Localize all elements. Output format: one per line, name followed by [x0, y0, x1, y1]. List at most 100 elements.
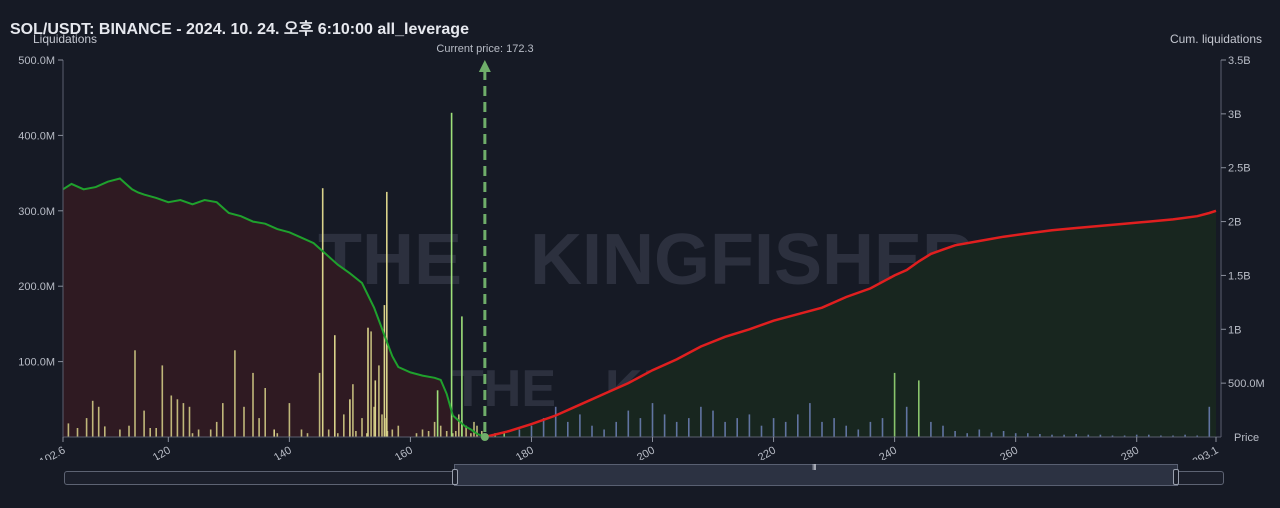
short-liquidation-bar[interactable] — [355, 431, 357, 437]
long-liquidation-bar[interactable] — [712, 410, 714, 437]
long-liquidation-bar[interactable] — [1027, 433, 1029, 437]
liquidation-chart[interactable]: THE KINGFISHER .io THE KINGFISHER .io 10… — [0, 0, 1280, 460]
short-liquidation-bar[interactable] — [243, 406, 245, 437]
long-liquidation-bar[interactable] — [893, 372, 896, 437]
long-liquidation-bar[interactable] — [663, 414, 666, 437]
long-liquidation-bar[interactable] — [833, 418, 835, 437]
long-liquidation-bar[interactable] — [930, 421, 932, 437]
short-liquidation-bar[interactable] — [215, 421, 218, 437]
long-liquidation-bar[interactable] — [784, 421, 787, 437]
short-liquidation-bar[interactable] — [119, 429, 121, 438]
short-liquidation-bar[interactable] — [361, 418, 363, 437]
short-liquidation-bar[interactable] — [128, 425, 130, 437]
short-liquidation-bar[interactable] — [481, 431, 483, 437]
long-liquidation-bar[interactable] — [554, 406, 557, 437]
short-liquidation-bar[interactable] — [473, 421, 475, 437]
short-liquidation-bar[interactable] — [327, 429, 330, 438]
long-liquidation-bar[interactable] — [1099, 434, 1102, 437]
short-liquidation-bar[interactable] — [197, 429, 200, 438]
short-liquidation-bar[interactable] — [318, 372, 321, 437]
long-liquidation-bar[interactable] — [700, 406, 702, 437]
long-liquidation-bar[interactable] — [1087, 434, 1090, 437]
long-liquidation-bar[interactable] — [675, 421, 678, 437]
tall-liquidation-bar[interactable] — [367, 327, 369, 437]
short-liquidation-bar[interactable] — [433, 421, 436, 437]
short-liquidation-bar[interactable] — [104, 426, 106, 437]
long-liquidation-bar[interactable] — [990, 432, 993, 438]
long-liquidation-bar[interactable] — [1135, 434, 1138, 437]
short-liquidation-bar[interactable] — [343, 414, 345, 437]
short-liquidation-bar[interactable] — [234, 350, 236, 437]
long-liquidation-bar[interactable] — [530, 425, 533, 437]
range-handle-left[interactable] — [452, 469, 458, 485]
short-liquidation-bar[interactable] — [76, 428, 79, 437]
range-handle-right[interactable] — [1173, 469, 1179, 485]
short-liquidation-bar[interactable] — [455, 431, 457, 437]
short-liquidation-bar[interactable] — [91, 400, 94, 437]
short-liquidation-bar[interactable] — [170, 395, 173, 438]
tall-liquidation-bar[interactable] — [450, 112, 453, 438]
long-liquidation-bar[interactable] — [591, 425, 593, 437]
short-liquidation-bar[interactable] — [452, 433, 454, 437]
short-liquidation-bar[interactable] — [288, 403, 291, 437]
short-liquidation-bar[interactable] — [85, 418, 88, 437]
long-liquidation-bar[interactable] — [1160, 435, 1162, 438]
short-liquidation-bar[interactable] — [149, 428, 151, 437]
long-liquidation-bar[interactable] — [869, 421, 872, 437]
long-liquidation-bar[interactable] — [918, 380, 920, 437]
range-grip-icon[interactable]: III — [812, 463, 817, 472]
tall-liquidation-bar[interactable] — [321, 188, 324, 437]
long-liquidation-bar[interactable] — [736, 418, 738, 437]
short-liquidation-bar[interactable] — [182, 403, 185, 437]
long-liquidation-bar[interactable] — [688, 418, 690, 437]
range-selection[interactable] — [454, 464, 1178, 486]
long-liquidation-bar[interactable] — [978, 429, 981, 438]
long-liquidation-bar[interactable] — [748, 414, 751, 437]
short-liquidation-bar[interactable] — [300, 429, 303, 438]
long-liquidation-bar[interactable] — [567, 421, 569, 437]
short-liquidation-bar[interactable] — [258, 418, 260, 437]
short-liquidation-bar[interactable] — [306, 433, 309, 437]
short-liquidation-bar[interactable] — [155, 428, 157, 437]
long-liquidation-bar[interactable] — [651, 403, 654, 437]
short-liquidation-bar[interactable] — [378, 365, 380, 437]
tall-liquidation-bar[interactable] — [386, 191, 388, 437]
short-liquidation-bar[interactable] — [415, 433, 418, 437]
short-liquidation-bar[interactable] — [373, 406, 375, 437]
short-liquidation-bar[interactable] — [276, 433, 279, 437]
short-liquidation-bar[interactable] — [381, 414, 383, 437]
long-liquidation-bar[interactable] — [1148, 434, 1150, 437]
short-liquidation-bar[interactable] — [252, 372, 254, 437]
long-liquidation-bar[interactable] — [1123, 435, 1126, 438]
long-liquidation-bar[interactable] — [1014, 433, 1017, 437]
short-liquidation-bar[interactable] — [191, 433, 194, 437]
short-liquidation-bar[interactable] — [352, 384, 354, 437]
long-liquidation-bar[interactable] — [1051, 434, 1053, 437]
cum-short-line[interactable] — [62, 177, 486, 438]
short-liquidation-bar[interactable] — [445, 431, 448, 437]
long-liquidation-bar[interactable] — [1039, 434, 1041, 437]
short-liquidation-bar[interactable] — [188, 406, 191, 437]
short-liquidation-bar[interactable] — [222, 403, 224, 437]
long-liquidation-bar[interactable] — [797, 414, 799, 437]
long-liquidation-bar[interactable] — [966, 433, 968, 437]
short-liquidation-bar[interactable] — [370, 331, 372, 437]
long-liquidation-bar[interactable] — [1002, 431, 1005, 437]
short-liquidation-bar[interactable] — [97, 406, 100, 437]
short-liquidation-bar[interactable] — [470, 433, 472, 437]
short-liquidation-bar[interactable] — [176, 399, 179, 437]
short-liquidation-bar[interactable] — [209, 429, 212, 438]
short-liquidation-bar[interactable] — [391, 429, 394, 438]
long-liquidation-bar[interactable] — [881, 418, 884, 437]
short-liquidation-bar[interactable] — [439, 425, 442, 437]
long-liquidation-bar[interactable] — [1172, 435, 1174, 438]
tall-liquidation-bar[interactable] — [349, 399, 351, 437]
long-liquidation-bar[interactable] — [760, 425, 763, 437]
short-liquidation-bar[interactable] — [264, 388, 266, 437]
short-liquidation-bar[interactable] — [458, 414, 460, 437]
short-liquidation-bar[interactable] — [421, 429, 424, 438]
long-liquidation-bar[interactable] — [1063, 434, 1065, 437]
tall-liquidation-bar[interactable] — [383, 305, 386, 437]
short-liquidation-bar[interactable] — [366, 433, 368, 437]
long-liquidation-bar[interactable] — [627, 410, 630, 437]
